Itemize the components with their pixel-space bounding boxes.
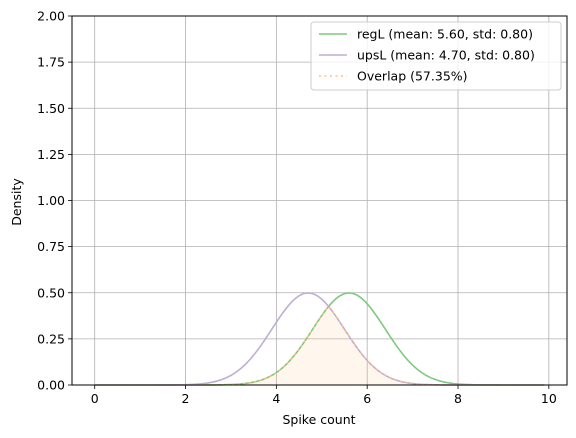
x-tick-label: 0	[91, 391, 99, 406]
x-tick-label: 2	[182, 391, 190, 406]
y-axis-ticks: 0.00 0.25 0.50 0.75 1.00 1.25 1.50 1.75 2.00	[37, 9, 72, 393]
y-tick-label: 0.00	[37, 378, 65, 393]
y-tick-label: 1.50	[37, 101, 65, 116]
y-tick-label: 0.75	[37, 239, 65, 254]
x-tick-label: 6	[363, 391, 371, 406]
legend-label: regL (mean: 5.60, std: 0.80)	[357, 27, 533, 42]
y-tick-label: 1.25	[37, 147, 65, 162]
y-tick-label: 1.75	[37, 55, 65, 70]
x-axis-ticks: 0 2 4 6 8 10	[91, 385, 557, 406]
y-tick-label: 2.00	[37, 9, 65, 24]
y-tick-label: 0.50	[37, 285, 65, 300]
x-tick-label: 8	[454, 391, 462, 406]
y-axis-label: Density	[9, 178, 24, 226]
legend: regL (mean: 5.60, std: 0.80) upsL (mean: …	[310, 21, 562, 91]
overlap-line	[94, 305, 545, 386]
x-axis-label: Spike count	[282, 412, 355, 427]
legend-label: upsL (mean: 4.70, std: 0.80)	[357, 48, 535, 63]
overlap-fill-area	[94, 306, 545, 385]
x-tick-label: 4	[272, 391, 280, 406]
legend-label: Overlap (57.35%)	[357, 69, 468, 84]
legend-box	[310, 21, 562, 91]
y-tick-label: 1.00	[37, 193, 65, 208]
x-tick-label: 10	[541, 391, 557, 406]
y-tick-label: 0.25	[37, 331, 65, 346]
